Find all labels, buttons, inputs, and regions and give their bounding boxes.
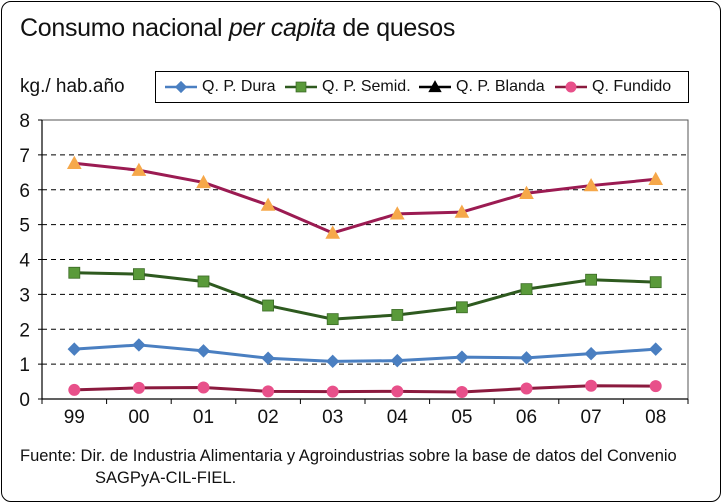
data-point-3 (197, 381, 210, 394)
series-line-1 (74, 271, 656, 321)
series-line-3 (74, 384, 656, 394)
y-tick-label: 0 (19, 390, 30, 411)
source-line-2: SAGPyA-CIL-FIEL. (95, 469, 237, 487)
data-point-0 (132, 338, 146, 352)
data-point-2 (325, 225, 341, 239)
y-tick-label: 2 (19, 320, 30, 341)
data-point-0 (196, 344, 211, 358)
data-point-3 (132, 381, 145, 394)
x-tick-label: 00 (128, 407, 149, 428)
y-tick-label: 3 (19, 285, 30, 306)
data-point-1 (585, 273, 597, 286)
legend-marker (295, 81, 307, 93)
x-tick-label: 05 (451, 407, 472, 428)
data-point-3 (391, 385, 404, 398)
legend-item: Q. P. Blanda (418, 76, 545, 98)
data-point-2 (583, 178, 599, 192)
legend-marker (565, 81, 577, 93)
x-tick-label: 08 (645, 407, 666, 428)
y-tick-label: 1 (19, 355, 30, 376)
x-tick-label: 02 (258, 407, 279, 428)
data-point-2 (648, 171, 664, 185)
legend-item: Q. Fundido (554, 76, 671, 98)
title-part1: Consumo nacional (20, 14, 229, 42)
x-tick-label: 99 (64, 407, 85, 428)
x-tick-label: 06 (516, 407, 537, 428)
legend-swatch (285, 81, 317, 93)
series-line-2 (74, 161, 656, 235)
legend: Q. P. Dura Q. P. Semid. Q. P. Blanda Q. Fun… (155, 71, 689, 103)
data-point-0 (261, 351, 275, 365)
data-point-2 (66, 155, 82, 169)
data-point-2 (454, 204, 470, 218)
x-tick-label: 01 (193, 407, 214, 428)
y-tick-label: 4 (19, 251, 30, 272)
data-point-3 (326, 385, 339, 398)
title-part2: per capita (228, 14, 336, 42)
data-point-2 (389, 206, 405, 220)
series-line-0 (74, 343, 656, 363)
data-point-1 (455, 301, 468, 314)
y-tick-label: 7 (19, 146, 30, 167)
legend-label: Q. Fundido (592, 78, 672, 95)
title-part3: de quesos (335, 14, 456, 42)
data-point-2 (131, 162, 147, 176)
data-point-0 (455, 350, 469, 364)
data-point-0 (67, 342, 82, 356)
legend-swatch (165, 80, 197, 94)
legend-marker (174, 80, 188, 94)
data-point-0 (390, 353, 405, 368)
data-point-1 (262, 299, 275, 312)
data-point-1 (68, 266, 81, 279)
source-line-1: Fuente: Dir. de Industria Alimentaria y … (20, 447, 677, 465)
data-point-1 (132, 268, 145, 281)
data-point-0 (325, 354, 340, 369)
source-note: Fuente: Dir. de Industria Alimentaria y … (20, 445, 710, 489)
data-point-3 (68, 383, 81, 396)
data-point-0 (519, 351, 534, 365)
legend-label: Q. P. Dura (202, 78, 276, 95)
x-tick-label: 03 (322, 407, 343, 428)
data-point-1 (197, 275, 210, 288)
y-tick-label: 5 (19, 216, 30, 237)
legend-label: Q. P. Blanda (456, 78, 545, 95)
data-point-1 (391, 309, 404, 321)
data-point-3 (520, 382, 533, 395)
legend-label: Q. P. Semid. (322, 78, 411, 95)
x-tick-label: 04 (387, 407, 409, 428)
chart-title: Consumo nacional per capita de quesos (20, 14, 455, 43)
legend-item: Q. P. Semid. (284, 76, 411, 98)
data-point-3 (262, 385, 275, 398)
data-point-1 (649, 276, 662, 289)
legend-swatch (555, 81, 587, 93)
data-point-0 (584, 346, 598, 361)
data-point-1 (520, 283, 533, 296)
y-tick-label: 6 (19, 181, 30, 202)
data-point-3 (649, 380, 662, 393)
data-point-2 (196, 174, 211, 189)
y-axis-label: kg./ hab.año (20, 76, 125, 97)
legend-marker (428, 80, 442, 93)
data-point-3 (585, 379, 598, 392)
y-tick-label: 8 (19, 111, 30, 132)
x-tick-label: 07 (581, 407, 602, 428)
data-point-0 (648, 342, 663, 356)
data-point-1 (326, 313, 339, 326)
data-point-2 (519, 185, 534, 199)
legend-item: Q. P. Dura (164, 76, 276, 98)
data-point-3 (455, 386, 468, 399)
data-point-2 (260, 197, 276, 211)
legend-swatch (419, 80, 451, 93)
